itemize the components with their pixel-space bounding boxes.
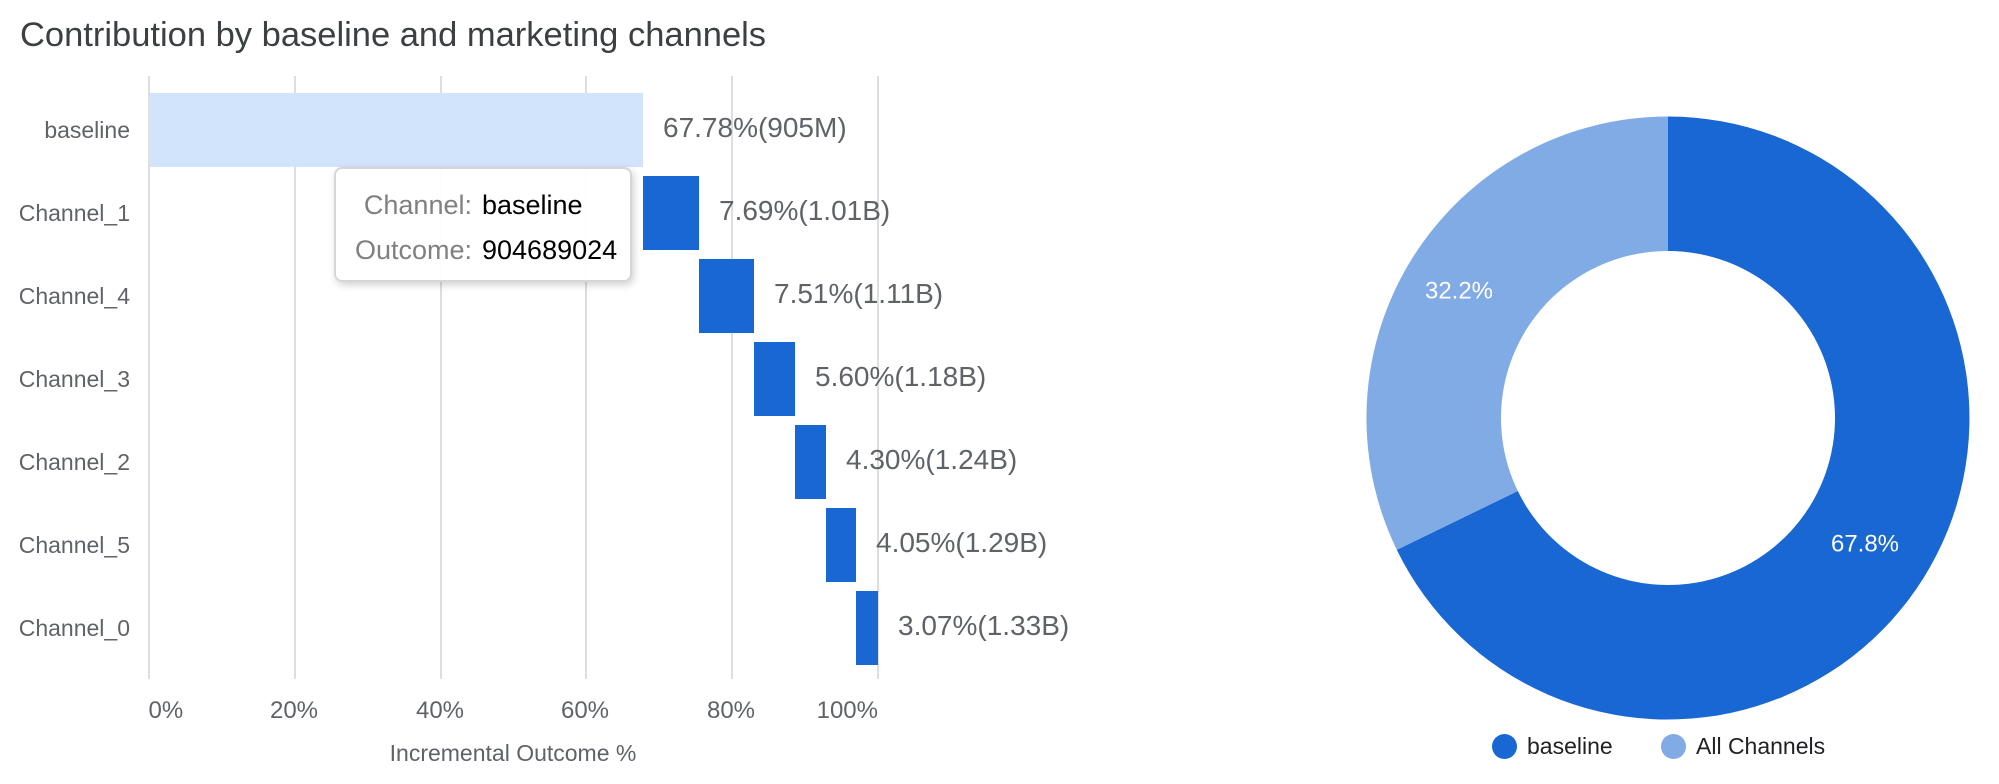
- svg-text:67.8%: 67.8%: [1831, 531, 1899, 558]
- svg-text:32.2%: 32.2%: [1425, 278, 1493, 305]
